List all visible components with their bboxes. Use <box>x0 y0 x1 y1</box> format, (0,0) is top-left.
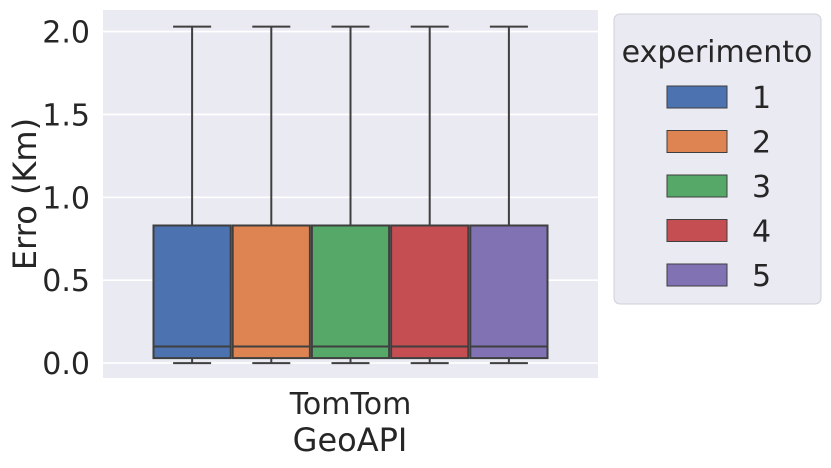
y-tick-label: 1.0 <box>42 181 90 216</box>
boxes <box>152 25 549 365</box>
box-body <box>310 224 391 360</box>
box-body <box>469 224 549 360</box>
legend-swatch <box>666 174 728 198</box>
legend-frame <box>613 13 822 305</box>
y-axis-ticks: 0.0 0.5 1.0 1.5 2.0 <box>42 16 90 383</box>
box-4 <box>390 25 470 365</box>
legend-title: experimento <box>622 35 813 70</box>
legend-entry-label: 2 <box>752 126 771 161</box>
legend-entry-label: 5 <box>752 259 771 294</box>
box-5 <box>469 25 549 365</box>
box-body <box>390 224 470 360</box>
legend-swatch <box>666 85 728 109</box>
box-body <box>231 224 311 360</box>
legend-entry-label: 1 <box>752 81 771 116</box>
x-tick-label: TomTom <box>289 387 412 422</box>
legend-entry-label: 3 <box>752 170 771 205</box>
legend-swatch <box>666 130 728 153</box>
legend-entry-label: 4 <box>752 215 771 250</box>
box-body <box>152 224 232 360</box>
legend-swatch <box>666 263 728 287</box>
box-3 <box>310 25 391 365</box>
y-tick-label: 2.0 <box>42 16 90 51</box>
box-1 <box>152 25 232 365</box>
y-tick-label: 1.5 <box>42 98 90 133</box>
y-tick-label: 0.5 <box>42 264 90 299</box>
legend: experimento 1 2 3 4 5 <box>613 13 822 305</box>
box-2 <box>231 25 311 365</box>
y-axis-label: Erro (Km) <box>6 118 44 270</box>
x-axis-label: GeoAPI <box>293 421 408 459</box>
x-axis-ticks: TomTom <box>289 387 412 422</box>
y-tick-label: 0.0 <box>42 347 90 382</box>
legend-swatch <box>666 219 728 242</box>
